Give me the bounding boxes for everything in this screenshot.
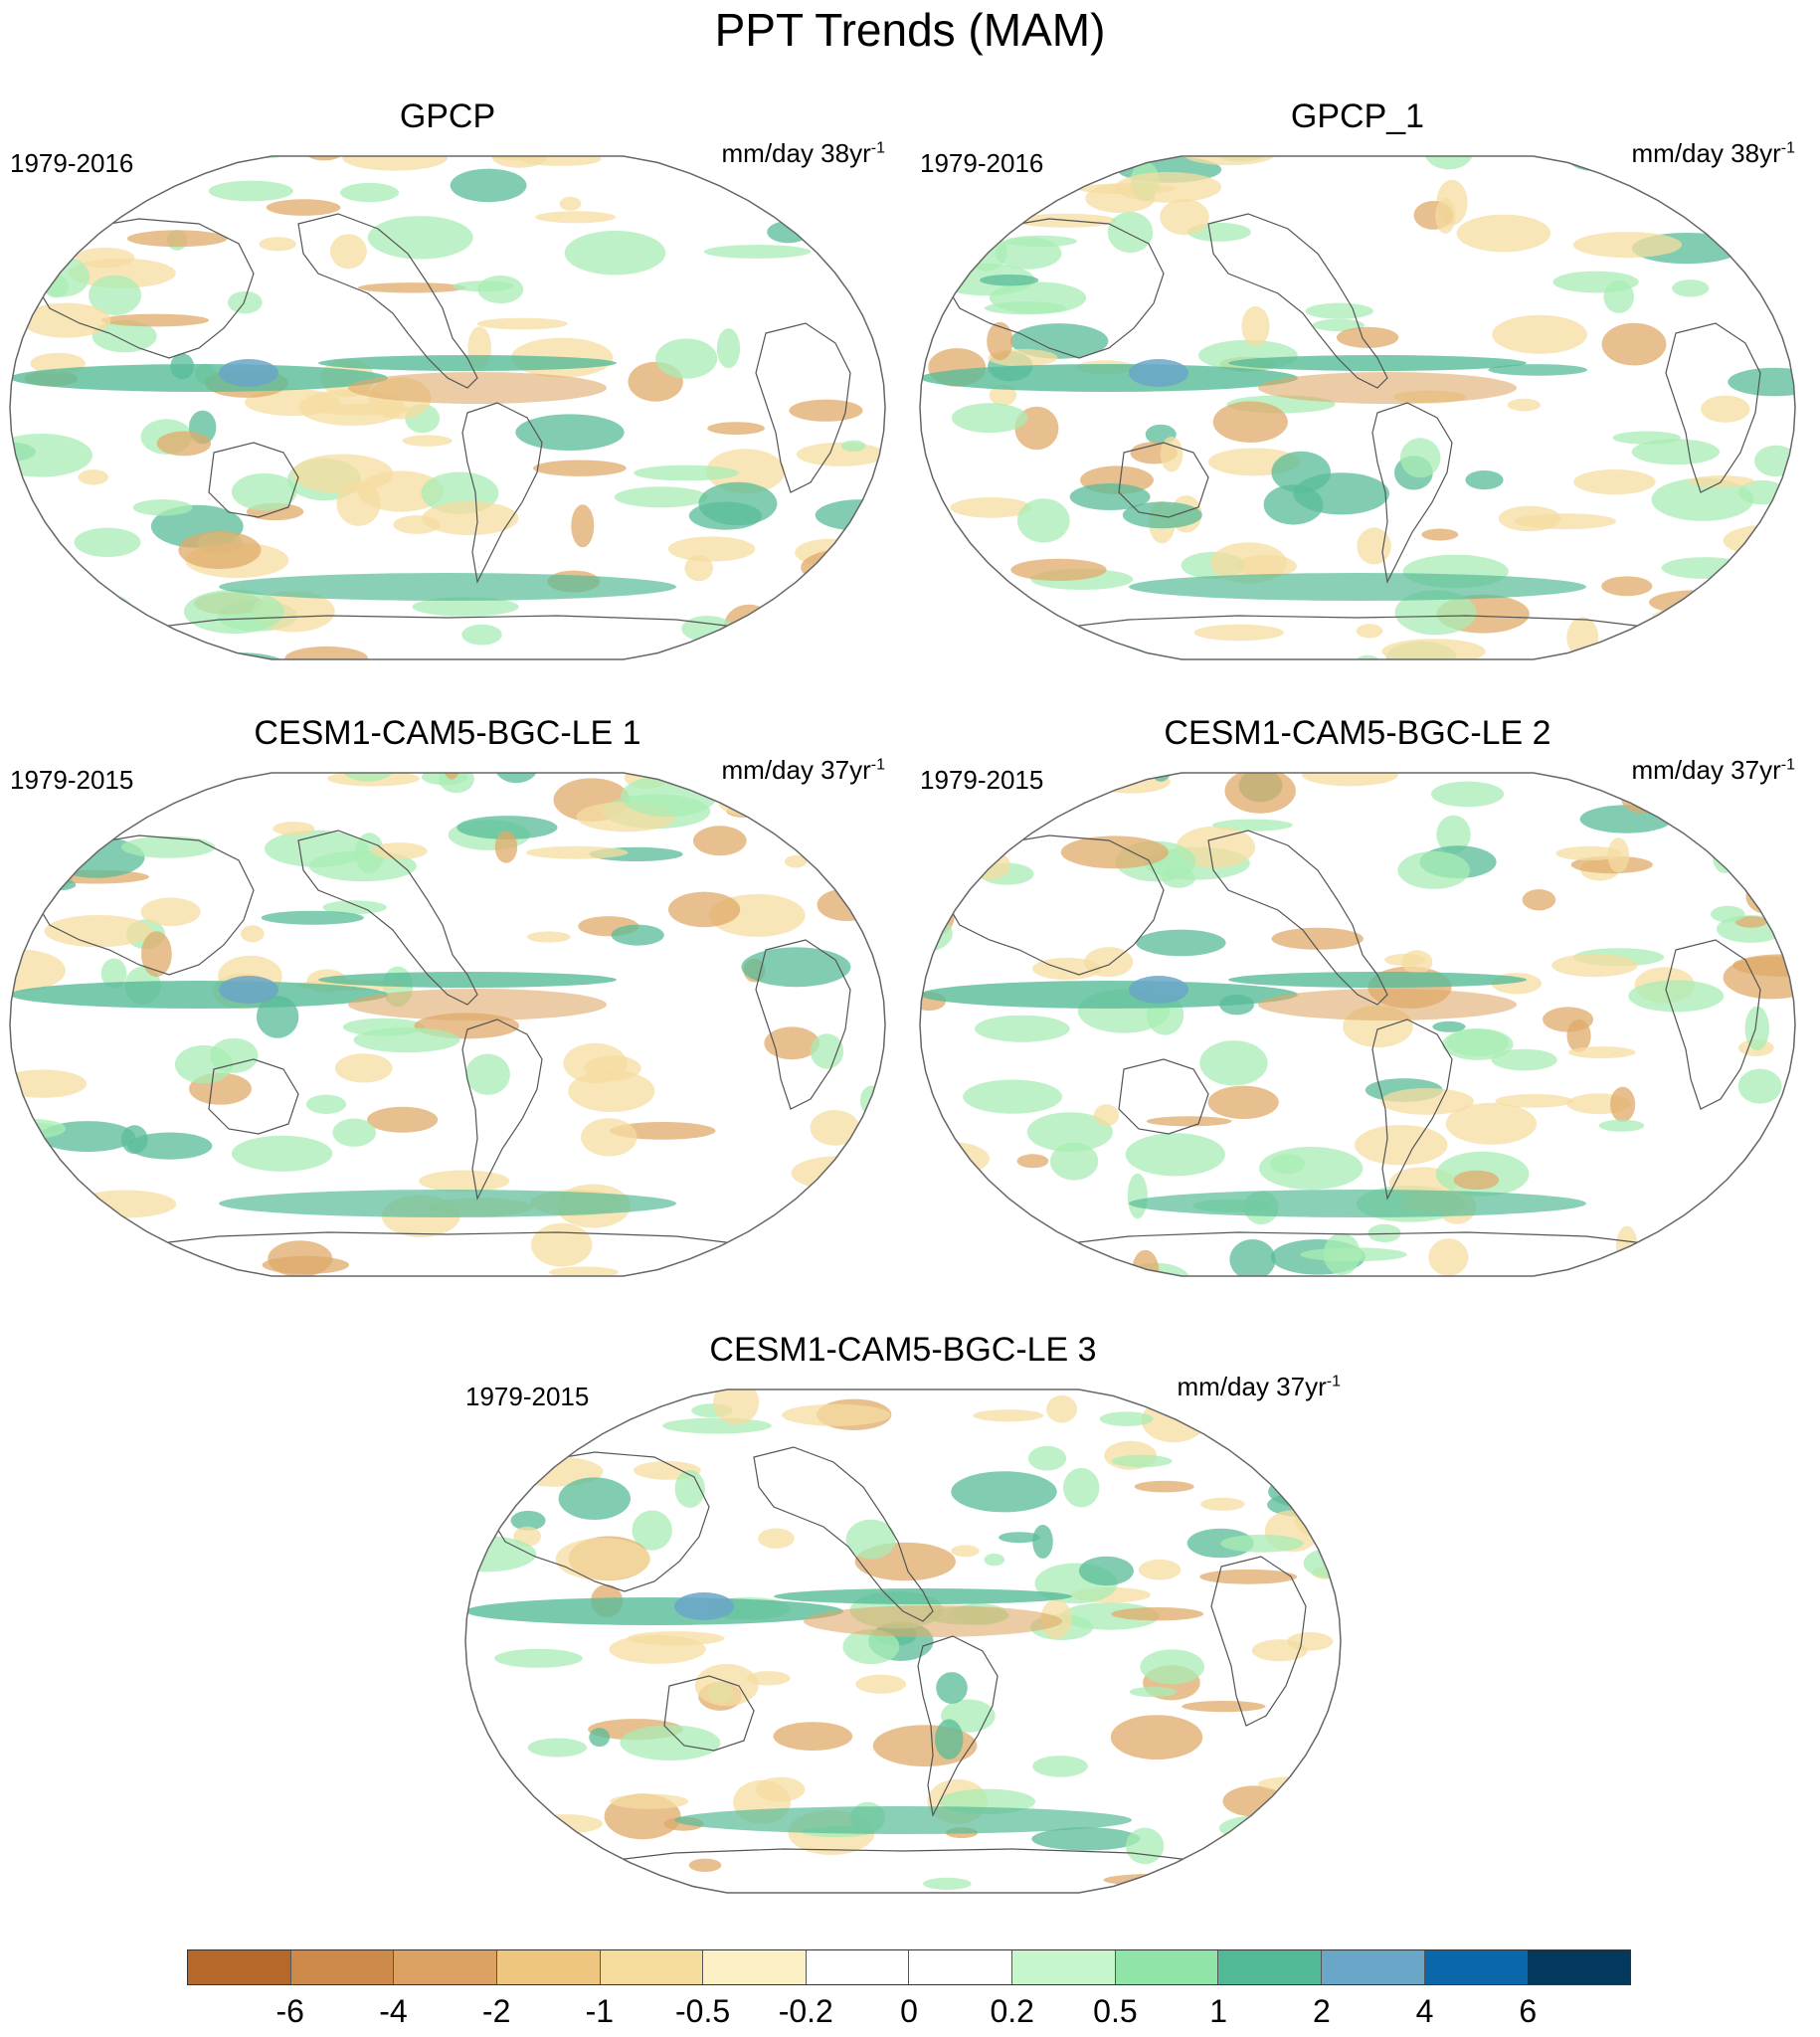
colorbar-tick-label: 0.5 [1093,1993,1138,2029]
map-panel-cesm-2: CESM1-CAM5-BGC-LE 2 1979-2015 mm/day 37y… [910,711,1805,1298]
colorbar-tick-label: 0 [900,1993,918,2029]
period-label: 1979-2016 [920,148,1044,178]
colorbar-tick-label: -4 [379,1993,408,2029]
map-panel-gpcp-1: GPCP_1 1979-2016 mm/day 38yr-1 [910,94,1805,681]
colorbar-swatch [290,1950,395,1984]
units-label: mm/day 38yr-1 [1631,138,1796,168]
map-plot [9,772,886,1277]
colorbar-tick-label: -6 [275,1993,304,2029]
colorbar-boxes [187,1949,1631,1985]
colorbar-swatch [703,1950,807,1984]
colorbar-swatch [394,1950,497,1984]
panel-title: CESM1-CAM5-BGC-LE 1 [254,714,641,752]
map-panel-cesm-1: CESM1-CAM5-BGC-LE 1 1979-2015 mm/day 37y… [0,711,895,1298]
colorbar-swatch [1322,1950,1425,1984]
colorbar-tick-label: 0.2 [990,1993,1034,2029]
colorbar-swatch [1528,1950,1630,1984]
map-plot [919,155,1796,660]
colorbar-tick-label: 2 [1312,1993,1331,2029]
colorbar-swatch [188,1950,291,1984]
period-label: 1979-2015 [920,765,1044,795]
colorbar-swatch [806,1950,910,1984]
period-label: 1979-2016 [10,148,134,178]
panel-title: CESM1-CAM5-BGC-LE 3 [709,1331,1097,1369]
units-label: mm/day 37yr-1 [721,755,886,785]
units-label: mm/day 37yr-1 [1177,1372,1342,1401]
panel-title: CESM1-CAM5-BGC-LE 2 [1164,714,1551,752]
colorbar-tick-label: 4 [1415,1993,1434,2029]
figure-title: PPT Trends (MAM) [714,4,1106,56]
colorbar-tick-label: 6 [1519,1993,1538,2029]
colorbar-swatch [1115,1950,1219,1984]
colorbar-tick-label: -1 [585,1993,615,2029]
colorbar-swatch [496,1950,601,1984]
panel-title: GPCP [399,97,496,135]
colorbar-swatch [909,1950,1013,1984]
panel-title: GPCP_1 [1290,97,1425,135]
map-plot [464,1389,1342,1894]
period-label: 1979-2015 [10,765,134,795]
colorbar-swatch [1218,1950,1323,1984]
colorbar-swatch [600,1950,704,1984]
units-label: mm/day 37yr-1 [1631,755,1796,785]
period-label: 1979-2015 [465,1382,590,1411]
map-panel-cesm-3: CESM1-CAM5-BGC-LE 3 1979-2015 mm/day 37y… [455,1328,1351,1915]
map-panel-gpcp: GPCP 1979-2016 mm/day 38yr-1 [0,94,895,681]
colorbar: -6 -4 -2 -1 -0.5 -0.2 0 0.2 0.5 1 2 4 6 [187,1949,1631,2037]
colorbar-tick-label: -2 [481,1993,511,2029]
map-plot [9,155,886,660]
colorbar-swatch [1424,1950,1529,1984]
colorbar-tick-label: -0.2 [778,1993,833,2029]
colorbar-tick-label: 1 [1209,1993,1228,2029]
units-label: mm/day 38yr-1 [721,138,886,168]
colorbar-tick-label: -0.5 [674,1993,731,2029]
map-plot [919,772,1796,1277]
colorbar-swatch [1012,1950,1116,1984]
